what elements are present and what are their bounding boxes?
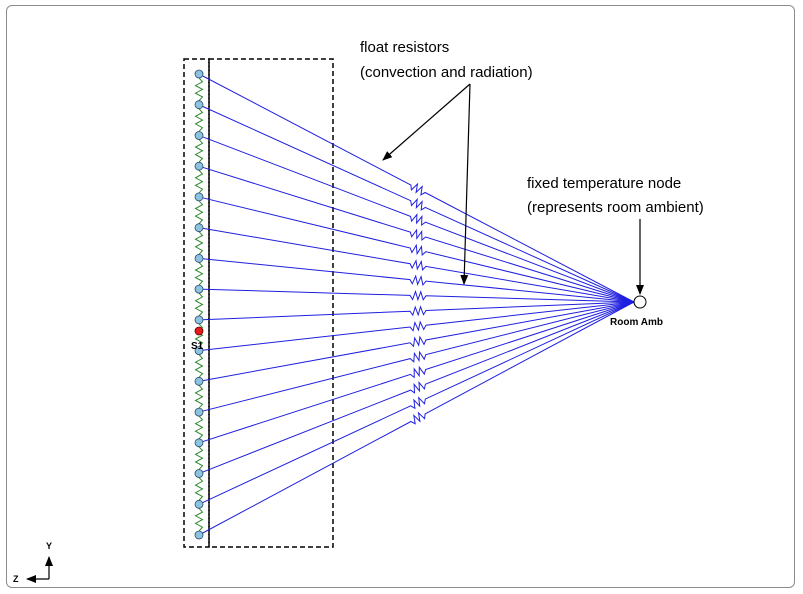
chain-conductor-8 xyxy=(194,292,204,317)
diffusion-node-14 xyxy=(194,469,204,478)
diffusion-node-11 xyxy=(194,376,204,386)
float-resistor-2 xyxy=(198,104,635,303)
diffusion-node-10 xyxy=(194,346,204,356)
float-resistor-14 xyxy=(198,301,635,474)
diffusion-node-1 xyxy=(194,69,204,79)
fixed-node-subtitle: (represents room ambient) xyxy=(527,199,704,216)
float-resistor-5 xyxy=(198,196,635,303)
float-resistor-12 xyxy=(198,301,635,413)
chain-conductor-4 xyxy=(194,169,204,194)
float-resistor-7 xyxy=(198,257,635,303)
chain-conductor-7 xyxy=(194,262,204,286)
float-resistor-6 xyxy=(198,227,635,303)
float-resistor-11 xyxy=(198,301,635,382)
axis-z-label: Z xyxy=(13,574,19,584)
float-resistor-3 xyxy=(198,135,635,303)
chain-conductor-2 xyxy=(194,108,204,132)
diffusion-node-2 xyxy=(194,100,204,110)
chain-conductor-13 xyxy=(194,446,204,470)
diffusion-node-12 xyxy=(194,407,204,417)
chain-conductor-6 xyxy=(194,231,204,255)
annotation-arrow-float-right xyxy=(460,83,471,285)
diffusion-node-5 xyxy=(194,192,204,202)
fixed-node-title: fixed temperature node xyxy=(527,175,681,192)
float-resistor-15 xyxy=(198,301,635,505)
diffusion-node-7 xyxy=(194,253,204,263)
diffusion-node-6 xyxy=(194,223,204,233)
diffusion-node-3 xyxy=(194,131,204,140)
float-resistor-4 xyxy=(198,165,635,303)
float-resistor-group xyxy=(198,73,635,536)
chain-conductor-1 xyxy=(194,77,204,102)
axis-y-label: Y xyxy=(46,541,52,551)
diagram-frame xyxy=(6,5,795,588)
float-resistor-1 xyxy=(198,73,635,303)
diffusion-node-8 xyxy=(194,284,204,294)
float-resistors-title: float resistors xyxy=(360,39,449,56)
chain-conductor-15 xyxy=(194,507,204,532)
diffusion-node-15 xyxy=(194,499,204,509)
outer-dashed-boundary xyxy=(208,58,334,548)
diffusion-node-9 xyxy=(194,315,204,325)
diffusion-node-16 xyxy=(194,530,204,540)
room-ambient-node xyxy=(633,295,647,309)
float-resistor-8 xyxy=(198,288,635,303)
float-resistors-subtitle: (convection and radiation) xyxy=(360,64,533,81)
chain-conductor-5 xyxy=(194,200,204,225)
chain-conductor-10 xyxy=(194,354,204,378)
chain-conductor-3 xyxy=(194,139,204,163)
chain-conductor-12 xyxy=(194,415,204,440)
float-resistor-9 xyxy=(198,301,635,321)
float-resistor-13 xyxy=(198,301,635,444)
diffusion-node-13 xyxy=(194,438,204,448)
room-ambient-label: Room Amb xyxy=(610,317,663,328)
chain-conductor-14 xyxy=(194,477,204,501)
sensor-label: S1 xyxy=(191,341,204,352)
chain-conductor-9 xyxy=(194,323,204,347)
annotation-arrow-float-left xyxy=(382,83,471,161)
vertical-conductor-chain xyxy=(194,77,204,532)
chain-conductor-11 xyxy=(194,384,204,409)
sensor-node-s1 xyxy=(194,326,204,336)
diffusion-node-4 xyxy=(194,161,204,171)
float-resistor-16 xyxy=(198,301,635,536)
node-group xyxy=(194,69,204,540)
float-resistor-10 xyxy=(198,301,635,352)
